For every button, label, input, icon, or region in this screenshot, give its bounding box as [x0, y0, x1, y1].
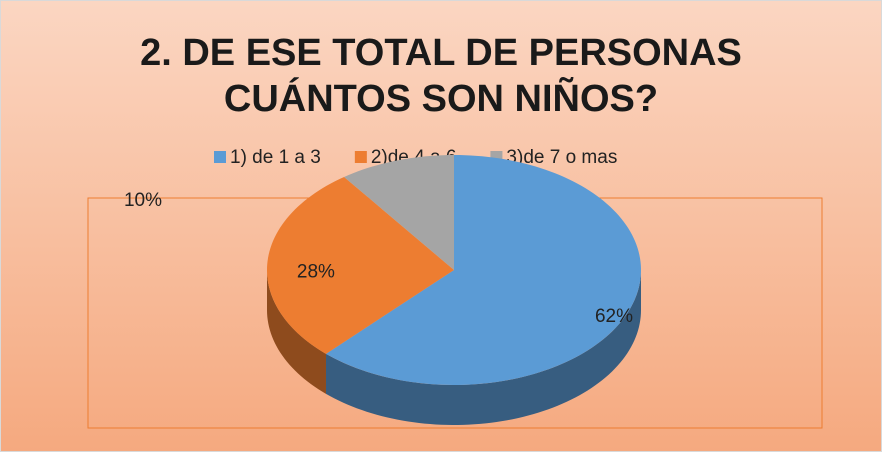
- data-label: 62%: [595, 306, 633, 327]
- legend-label: 1) de 1 a 3: [230, 147, 321, 168]
- slice: [344, 155, 454, 270]
- slice: [325, 155, 641, 385]
- chart-title: 2. DE ESE TOTAL DE PERSONAS CUÁNTOS SON …: [140, 32, 742, 120]
- data-label: 28%: [297, 262, 335, 283]
- slice-side: [267, 270, 326, 394]
- legend-swatch: [354, 151, 367, 163]
- slice: [267, 176, 454, 354]
- legend-swatch: [214, 151, 226, 163]
- data-label: 10%: [124, 190, 162, 211]
- slice-side: [325, 270, 641, 425]
- legend-label: 3)de 7 o mas: [506, 147, 617, 168]
